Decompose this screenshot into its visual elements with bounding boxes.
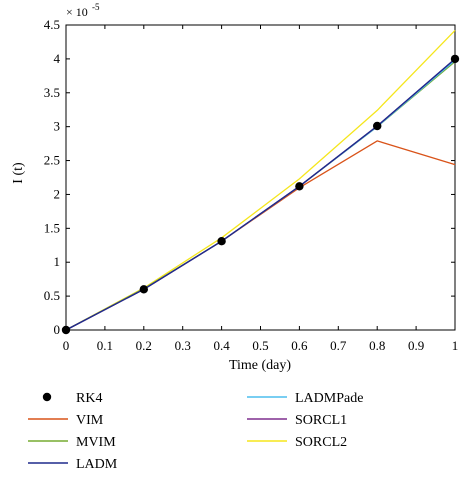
x-tick-label: 1: [452, 338, 459, 353]
x-tick-label: 0.9: [408, 338, 424, 353]
x-tick-label: 0.7: [330, 338, 347, 353]
x-tick-label: 0.4: [213, 338, 230, 353]
x-tick-label: 0: [63, 338, 70, 353]
y-tick-label: 0: [54, 322, 61, 337]
legend: RK4 VIM MVIM LADM LADMPade SORCL1 SORCL2: [28, 391, 363, 472]
x-tick-label: 0.5: [252, 338, 268, 353]
series-point-rk4: [295, 182, 304, 191]
series-point-rk4: [217, 237, 226, 246]
y-tick-label: 3: [54, 119, 61, 134]
series-point-rk4: [61, 325, 71, 335]
series-line-ladmpade: [65, 59, 456, 331]
legend-label-vim: VIM: [76, 413, 104, 428]
y-tick-label: 3.5: [44, 85, 60, 100]
series-line-ladm: [65, 58, 456, 331]
legend-label-rk4: RK4: [76, 391, 102, 406]
legend-marker-rk4: [42, 392, 52, 402]
y-tick-label: 2.5: [44, 153, 60, 168]
y-tick-label: 4.5: [44, 17, 60, 32]
x-tick-label: 0.1: [97, 338, 113, 353]
series-line-sorcl1: [65, 58, 456, 331]
x-tick-label: 0.2: [136, 338, 152, 353]
y-tick-label: 0.5: [44, 288, 60, 303]
series-line-vim: [65, 140, 456, 331]
axes: 0 0.1 0.2 0.3 0.4 0.5 0.6 0.7 0.8 0.9 1 0 0.5 1 1.5 2 2.…: [44, 17, 459, 353]
legend-label-ladm: LADM: [76, 457, 118, 472]
y-tick-label: 2: [54, 186, 61, 201]
legend-label-mvim: MVIM: [76, 435, 116, 450]
legend-label-sorcl1: SORCL1: [295, 413, 347, 428]
legend-label-sorcl2: SORCL2: [295, 435, 347, 450]
plot-frame: [65, 24, 456, 331]
series-line-sorcl2: [65, 29, 456, 331]
x-tick-label: 0.3: [175, 338, 191, 353]
series-point-rk4: [373, 121, 382, 131]
x-axis-label: Time (day): [229, 358, 291, 373]
y-exponent-base: × 10: [66, 5, 88, 19]
y-exponent-power: -5: [92, 2, 100, 12]
series-point-rk4: [450, 54, 460, 64]
x-tick-label: 0.8: [369, 338, 385, 353]
x-tick-label: 0.6: [291, 338, 308, 353]
y-tick-label: 1.5: [44, 220, 60, 235]
y-tick-label: 1: [54, 254, 61, 269]
plot-series: [61, 29, 460, 335]
y-tick-label: 4: [54, 51, 61, 66]
series-line-mvim: [65, 61, 456, 331]
legend-label-ladmpade: LADMPade: [295, 391, 363, 406]
y-axis-label: I (t): [11, 162, 26, 184]
series-point-rk4: [139, 285, 148, 294]
